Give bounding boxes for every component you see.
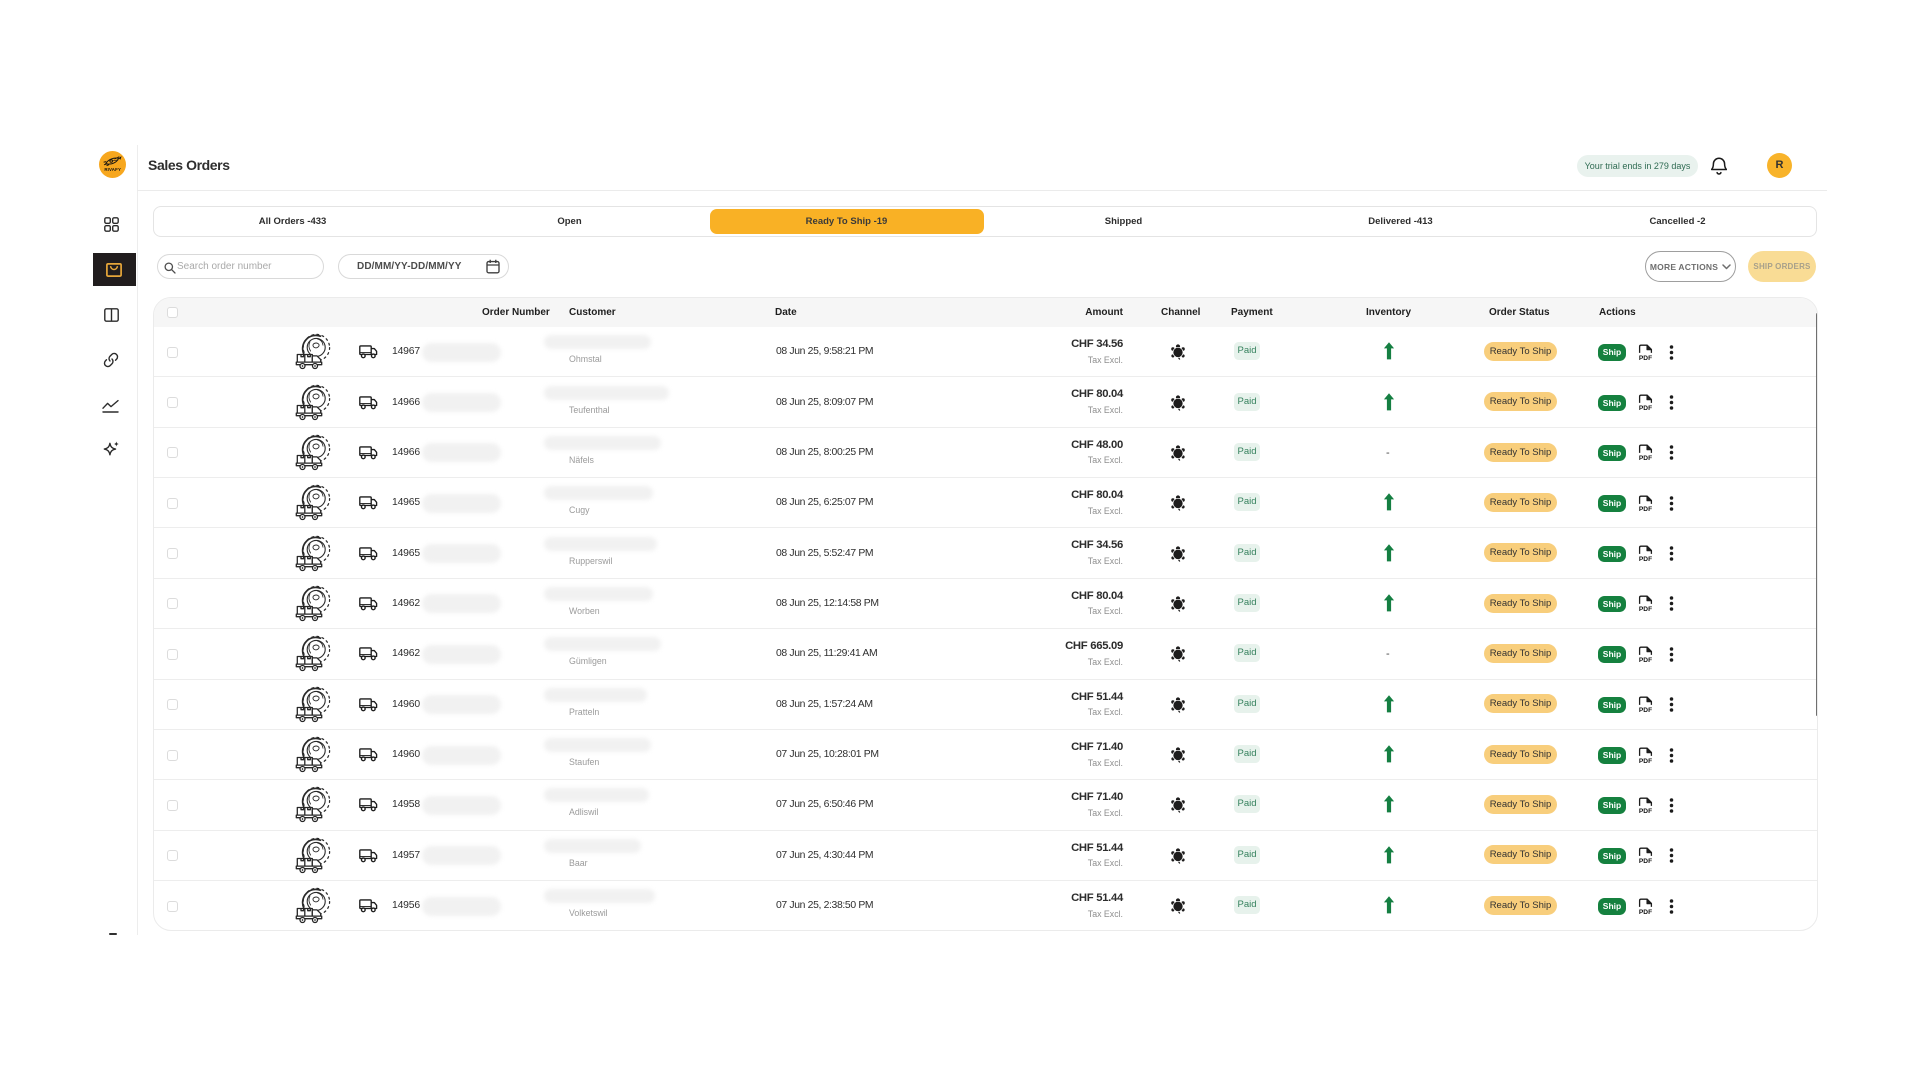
svg-text:PDF: PDF — [1639, 909, 1652, 915]
svg-text:RIVAFY: RIVAFY — [104, 167, 121, 172]
svg-text:PDF: PDF — [1639, 707, 1652, 713]
svg-text:PDF: PDF — [1639, 858, 1652, 864]
svg-text:PDF: PDF — [1639, 758, 1652, 764]
svg-text:PDF: PDF — [1639, 556, 1652, 562]
svg-text:PDF: PDF — [1639, 405, 1652, 411]
svg-text:PDF: PDF — [1639, 506, 1652, 512]
svg-text:PDF: PDF — [1639, 355, 1652, 361]
svg-text:PDF: PDF — [1639, 657, 1652, 663]
svg-text:PDF: PDF — [1639, 607, 1652, 613]
svg-text:PDF: PDF — [1639, 808, 1652, 814]
svg-text:PDF: PDF — [1639, 456, 1652, 462]
